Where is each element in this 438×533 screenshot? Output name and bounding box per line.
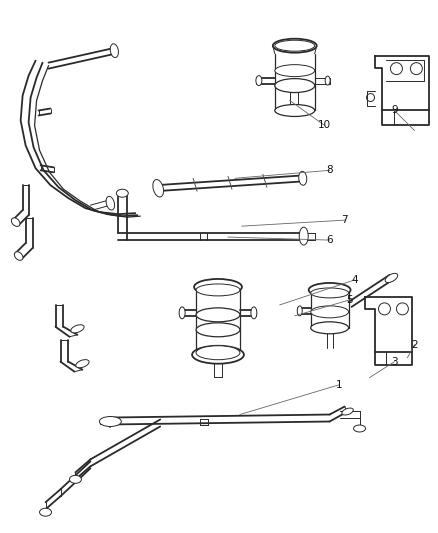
Ellipse shape — [275, 78, 314, 93]
Ellipse shape — [275, 104, 314, 117]
Text: 5: 5 — [346, 295, 353, 305]
Ellipse shape — [275, 40, 314, 51]
Ellipse shape — [251, 307, 257, 319]
Text: 2: 2 — [411, 340, 418, 350]
Ellipse shape — [153, 180, 163, 197]
Ellipse shape — [273, 39, 317, 53]
Ellipse shape — [14, 252, 23, 260]
Text: 7: 7 — [341, 215, 348, 225]
Text: 3: 3 — [391, 357, 398, 367]
Text: 4: 4 — [351, 275, 358, 285]
Ellipse shape — [325, 76, 330, 85]
Ellipse shape — [299, 227, 308, 245]
Text: 10: 10 — [318, 120, 331, 131]
Ellipse shape — [39, 508, 52, 516]
Ellipse shape — [110, 44, 118, 58]
Ellipse shape — [179, 307, 185, 319]
Ellipse shape — [196, 308, 240, 322]
Ellipse shape — [311, 306, 349, 318]
Ellipse shape — [311, 322, 349, 334]
Text: 6: 6 — [326, 235, 333, 245]
Ellipse shape — [196, 323, 240, 337]
Ellipse shape — [309, 283, 350, 297]
Ellipse shape — [194, 279, 242, 295]
Ellipse shape — [299, 171, 307, 185]
Ellipse shape — [256, 76, 262, 86]
Ellipse shape — [311, 288, 349, 298]
Ellipse shape — [71, 325, 84, 333]
Ellipse shape — [192, 346, 244, 364]
Ellipse shape — [11, 218, 20, 227]
Ellipse shape — [70, 475, 81, 483]
Ellipse shape — [196, 346, 240, 360]
Ellipse shape — [99, 416, 121, 426]
Ellipse shape — [76, 360, 89, 368]
Ellipse shape — [342, 408, 353, 415]
Text: 1: 1 — [336, 379, 343, 390]
Ellipse shape — [275, 64, 314, 77]
Ellipse shape — [353, 425, 366, 432]
Ellipse shape — [106, 196, 115, 210]
Ellipse shape — [297, 306, 302, 316]
Ellipse shape — [385, 273, 398, 282]
Ellipse shape — [117, 189, 128, 197]
Text: 9: 9 — [391, 106, 398, 116]
Ellipse shape — [196, 284, 240, 296]
Text: 8: 8 — [326, 165, 333, 175]
